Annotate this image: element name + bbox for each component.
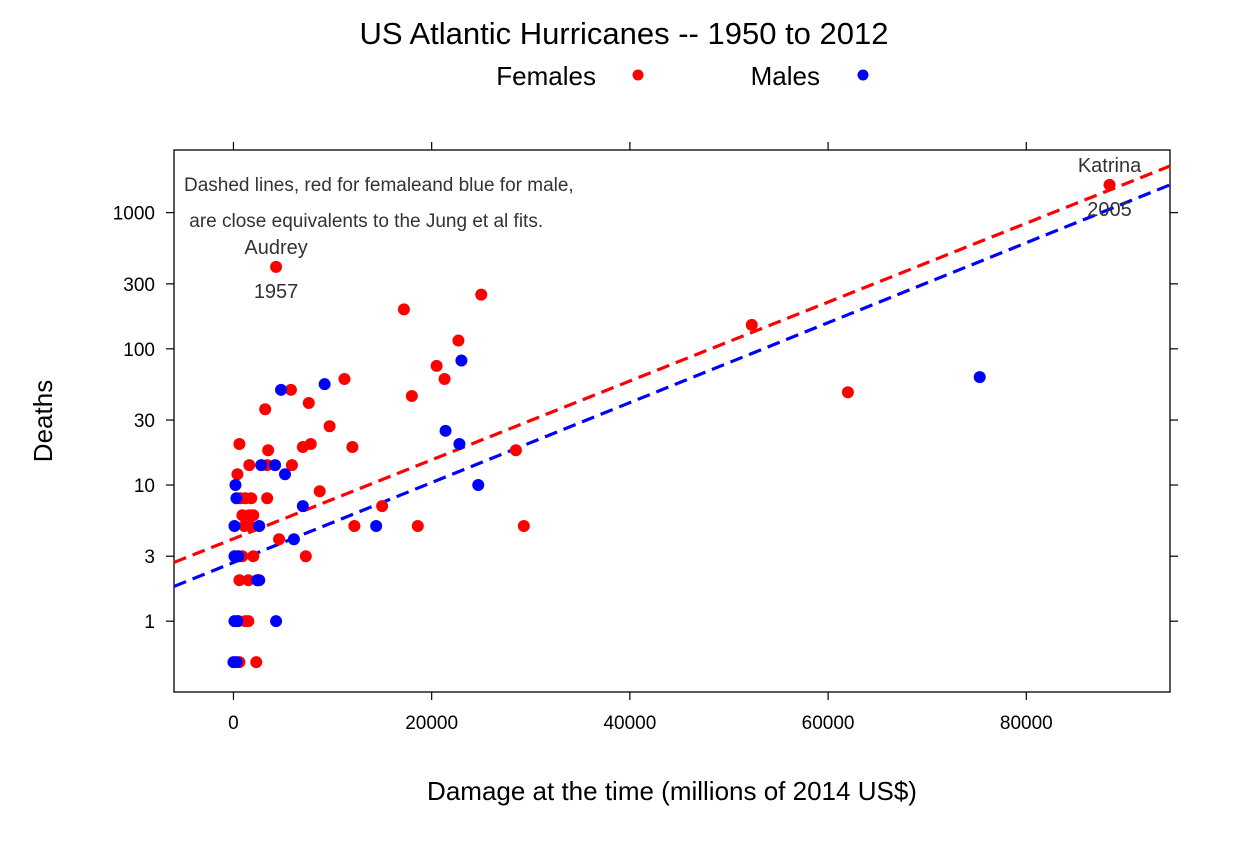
data-point-males [255,459,268,472]
chart-title: US Atlantic Hurricanes -- 1950 to 2012 [360,16,889,51]
data-point-females [244,519,257,532]
plot-frame [173,149,1171,693]
data-point-males [318,378,331,391]
data-point-males [269,459,282,472]
data-point-females [452,334,465,347]
axis-ticks: 0 20000 40000 60000 80000 1 3 10 30 100 300 1000 [113,142,1178,734]
data-point-females [299,550,312,563]
data-point-females [348,519,361,532]
data-point-females [262,444,275,457]
data-point-males [230,656,243,669]
y-tick-label: 1000 [113,204,155,225]
y-axis-label: Deaths [28,380,58,462]
data-point-females [231,468,244,481]
data-point-males [275,383,288,396]
data-point-males [453,438,466,451]
data-point-females [509,444,522,457]
data-point-females [841,386,854,399]
data-point-females [259,403,272,416]
data-point-females [430,359,443,372]
data-point-females [250,656,263,669]
annotation-year: 1957 [254,281,299,303]
data-point-females [313,485,326,498]
annotation-name: Katrina [1078,155,1142,177]
data-point-males [270,615,283,628]
x-tick-label: 80000 [1000,713,1053,734]
data-point-males [253,574,266,587]
data-point-females [405,390,418,403]
x-tick-label: 20000 [405,713,458,734]
data-point-females [411,519,424,532]
legend-label-females: Females [496,61,596,91]
data-point-males [370,519,383,532]
data-point-females [247,509,260,522]
data-point-females [233,574,246,587]
x-tick-label: 60000 [802,713,855,734]
data-point-females [270,260,283,273]
data-point-males [231,615,244,628]
data-point-females [247,550,260,563]
data-point-females [245,492,258,505]
data-point-females [338,373,351,386]
data-point-males [973,371,986,384]
data-point-females [323,420,336,433]
note-line-2: are close equivalents to the Jung et al … [184,211,543,232]
annotation-year: 2005 [1087,199,1132,221]
data-point-males [287,533,300,546]
data-point-males [228,519,241,532]
data-point-females [475,288,488,301]
data-point-females [242,615,255,628]
legend-label-males: Males [751,61,820,91]
data-point-males [232,550,245,563]
legend: Females Males [496,61,869,91]
data-point-females [438,373,451,386]
data-point-females [397,303,410,316]
data-point-males [455,354,468,367]
data-point-males [296,500,309,513]
data-point-females [376,500,389,513]
data-points [227,178,1116,669]
legend-marker-males [857,69,869,81]
data-point-females [1103,178,1116,191]
data-point-females [242,574,255,587]
data-point-males [472,479,485,492]
data-point-females [517,519,530,532]
data-point-females [346,441,359,454]
y-tick-label: 300 [123,275,155,296]
data-point-males [439,424,452,437]
annotation-name: Audrey [244,237,307,259]
y-tick-label: 1 [144,612,155,633]
y-tick-label: 3 [144,547,155,568]
data-point-females [233,438,246,451]
y-tick-label: 100 [123,340,155,361]
data-point-females [302,397,315,410]
data-point-males [229,479,242,492]
data-point-females [273,533,286,546]
data-point-females [304,438,317,451]
x-tick-label: 0 [228,713,239,734]
data-point-females [243,459,256,472]
y-tick-label: 10 [134,476,155,497]
data-point-males [253,519,266,532]
x-axis-label: Damage at the time (millions of 2014 US$… [427,776,917,806]
data-point-females [285,459,298,472]
note-line-1: Dashed lines, red for femaleand blue for… [184,175,574,196]
point-annotations: Audrey 1957 Katrina 2005 [244,155,1142,303]
x-tick-label: 40000 [603,713,656,734]
data-point-males [230,492,243,505]
data-point-males [278,468,291,481]
data-point-females [284,383,297,396]
y-tick-label: 30 [134,411,155,432]
legend-marker-females [632,69,644,81]
data-point-females [745,318,758,331]
data-point-females [261,492,274,505]
